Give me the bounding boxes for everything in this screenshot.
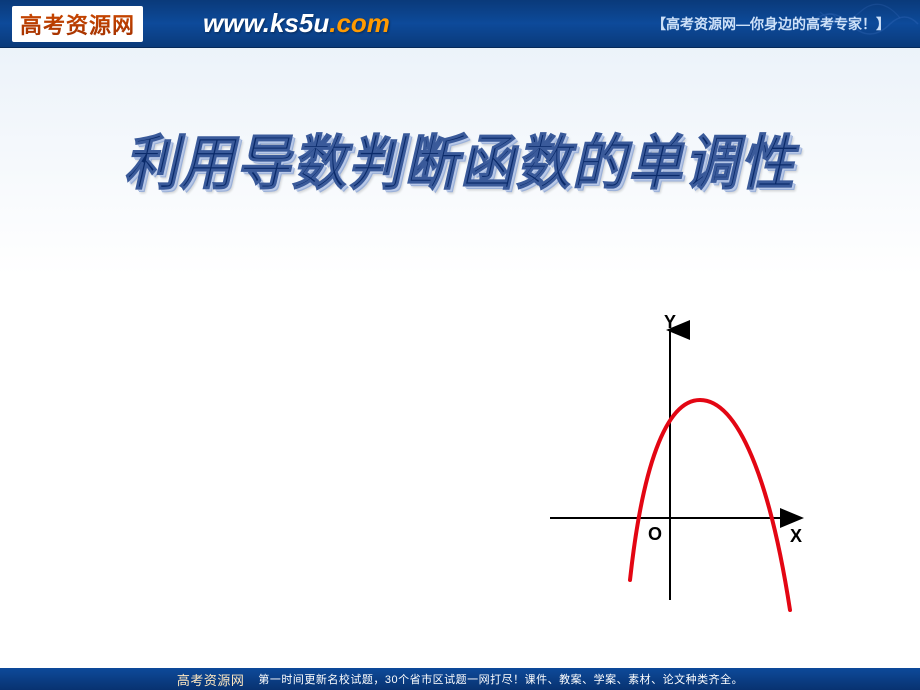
y-axis-label: Y [664,312,676,333]
page-title: 利用导数判断函数的单调性 [0,114,920,201]
footer-brand: 高考资源网 [177,670,245,689]
url-prefix: www.ks5u [203,8,329,38]
chart-svg [490,300,850,630]
header-tagline: 【高考资源网—你身边的高考专家！】 [652,14,890,34]
curve-parabola [630,400,790,610]
origin-label: O [648,524,662,545]
footer-bar: 高考资源网 第一时间更新名校试题，30个省市区试题一网打尽！课件、教案、学案、素… [0,668,920,690]
url-suffix: .com [329,8,390,38]
x-axis-label: X [790,526,802,547]
logo-box: 高考资源网 [12,6,143,42]
logo-text: 高考资源网 [20,8,135,40]
parabola-chart: Y X O [490,300,850,630]
site-url: www.ks5u.com [203,8,390,39]
header-bar: 高考资源网 www.ks5u.com 【高考资源网—你身边的高考专家！】 [0,0,920,48]
footer-text: 第一时间更新名校试题，30个省市区试题一网打尽！课件、教案、学案、素材、论文种类… [258,671,743,687]
